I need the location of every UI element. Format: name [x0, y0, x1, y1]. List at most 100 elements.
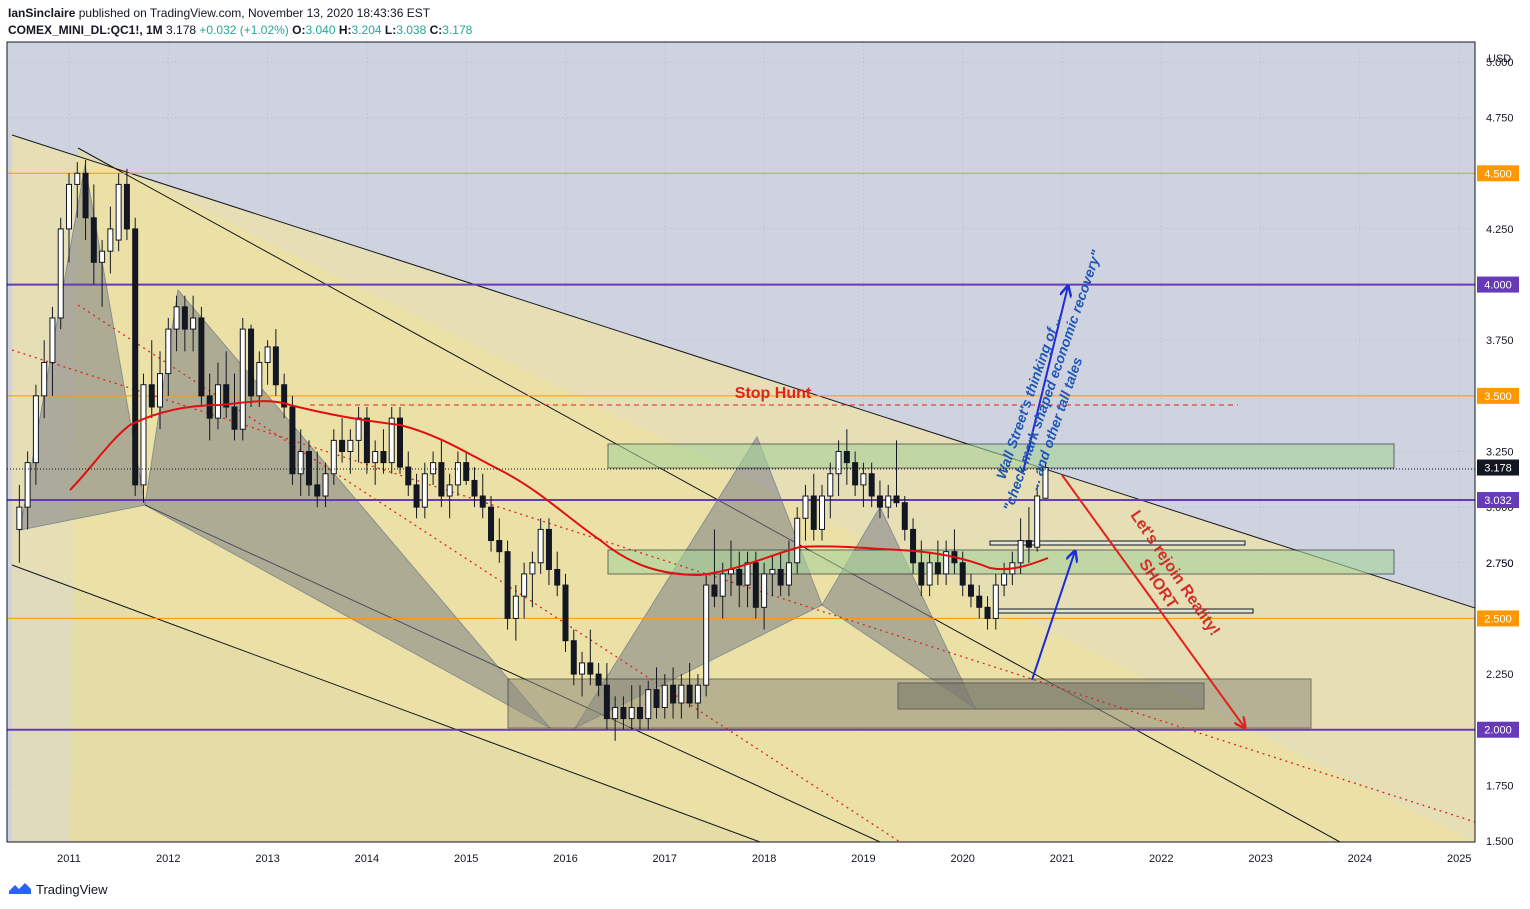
candle-body: [885, 495, 892, 508]
candle: [744, 551, 751, 608]
candle-body: [686, 684, 693, 704]
candle: [479, 473, 486, 519]
time-tick-label: 2020: [950, 853, 974, 865]
candle-body: [99, 250, 106, 263]
candle-body: [388, 417, 395, 464]
candle: [181, 295, 188, 352]
channel-lower-line: [11, 564, 761, 842]
candle-body: [1001, 573, 1008, 586]
low-label: L:: [384, 23, 397, 37]
candle: [537, 518, 544, 574]
candle-body: [579, 662, 586, 675]
candle: [99, 240, 106, 307]
candle-body: [719, 573, 726, 597]
candle-body: [852, 462, 859, 486]
candle: [579, 651, 586, 697]
time-axis[interactable]: [7, 842, 1475, 872]
candle-body: [421, 473, 428, 508]
candle: [223, 351, 230, 419]
candle-body: [612, 706, 619, 720]
high-label: H:: [338, 23, 352, 37]
candle: [670, 667, 677, 719]
candle-body: [322, 473, 329, 497]
candle: [703, 573, 710, 697]
candle-body: [32, 395, 39, 464]
candle-body: [372, 451, 379, 464]
candle: [289, 395, 296, 485]
candle-body: [74, 172, 81, 185]
candle: [123, 168, 130, 241]
price-tick-label: 2.750: [1486, 558, 1514, 570]
price-tick-label: 5.000: [1486, 57, 1514, 69]
time-tick-label: 2021: [1050, 853, 1074, 865]
candle: [612, 696, 619, 741]
candle: [380, 429, 387, 474]
candle: [372, 440, 379, 485]
candle: [49, 306, 56, 396]
candle-body: [454, 462, 461, 486]
candle: [529, 551, 536, 608]
candle: [496, 518, 503, 563]
candle-body: [16, 506, 23, 530]
candle-body: [943, 551, 950, 575]
candle-body: [446, 484, 453, 497]
candle-body: [289, 406, 296, 475]
time-tick-label: 2017: [653, 853, 677, 865]
candle: [446, 473, 453, 519]
candle: [66, 173, 72, 263]
candle: [421, 462, 428, 519]
candle: [305, 440, 312, 497]
candle: [761, 562, 768, 630]
candle-body: [967, 584, 974, 597]
candle-body: [785, 562, 792, 586]
tradingview-brand[interactable]: TradingView: [36, 882, 108, 897]
candle: [148, 340, 155, 419]
tradingview-footer: TradingView: [8, 881, 108, 898]
time-tick-label: 2024: [1348, 853, 1372, 865]
thin-zone-2: [996, 608, 1254, 614]
candle-body: [413, 484, 420, 508]
candle-body: [281, 384, 288, 408]
price-tag-bg: [1477, 610, 1519, 627]
publish-info: published on TradingView.com, November 1…: [78, 6, 431, 20]
candle-body: [893, 495, 900, 504]
candle-body: [107, 228, 114, 252]
candle: [967, 573, 974, 608]
candle-body: [248, 328, 255, 397]
open-value: 3.040: [305, 23, 336, 37]
candle-body: [256, 361, 263, 397]
symbol-label[interactable]: COMEX_MINI_DL:QC1!, 1M: [8, 23, 163, 37]
price-tag-label: 2.750: [1486, 558, 1514, 570]
candle: [777, 551, 784, 597]
candle-body: [405, 466, 412, 486]
candle-body: [934, 562, 941, 575]
candle-body: [123, 183, 130, 230]
currency-label: USD: [1488, 53, 1511, 65]
author-name[interactable]: IanSinclaire: [8, 6, 76, 20]
candle: [678, 674, 685, 719]
price-change: +0.032 (+1.02%): [199, 23, 289, 37]
candle: [918, 540, 925, 597]
candle-body: [206, 395, 213, 419]
candle-body: [645, 689, 652, 720]
candle-body: [397, 417, 403, 468]
candle: [595, 662, 602, 697]
price-tags: 4.500 4.000 3.500 3.178 3.032 2.750 2.500 2.000: [1477, 165, 1519, 738]
candle: [115, 173, 122, 252]
price-tag-bg: [1477, 387, 1519, 404]
candle: [231, 373, 238, 441]
candle: [545, 518, 552, 586]
candle: [992, 573, 999, 630]
plot-border: [6, 41, 1476, 843]
candle: [32, 384, 39, 485]
candle-body: [264, 346, 271, 363]
candle-body: [678, 684, 685, 704]
candle: [198, 306, 205, 407]
candle: [843, 429, 850, 485]
candle: [463, 451, 470, 485]
candle-body: [694, 684, 701, 704]
candle-body: [330, 439, 337, 475]
candle: [661, 674, 668, 719]
price-tick-label: 4.750: [1486, 113, 1514, 125]
